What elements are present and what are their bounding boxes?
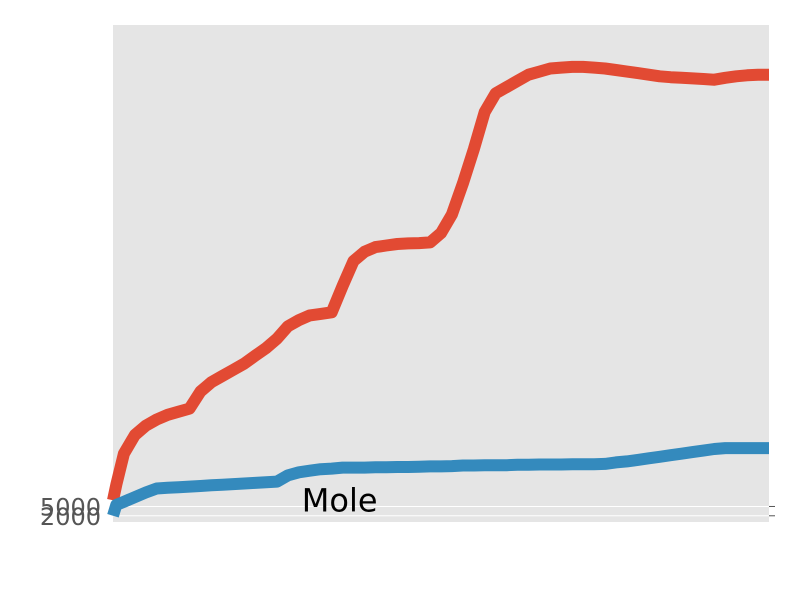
grid-lines: [113, 505, 769, 517]
annotation-label: Mole: [302, 481, 378, 519]
series-line-1: [107, 60, 769, 502]
plot-area: [113, 25, 769, 522]
series-lines: [107, 60, 769, 518]
series-line-2: [107, 442, 769, 518]
annotations: Mole: [302, 481, 378, 519]
y-tick-label: 5000: [40, 493, 101, 521]
y-tick-label: 2000: [40, 503, 101, 531]
